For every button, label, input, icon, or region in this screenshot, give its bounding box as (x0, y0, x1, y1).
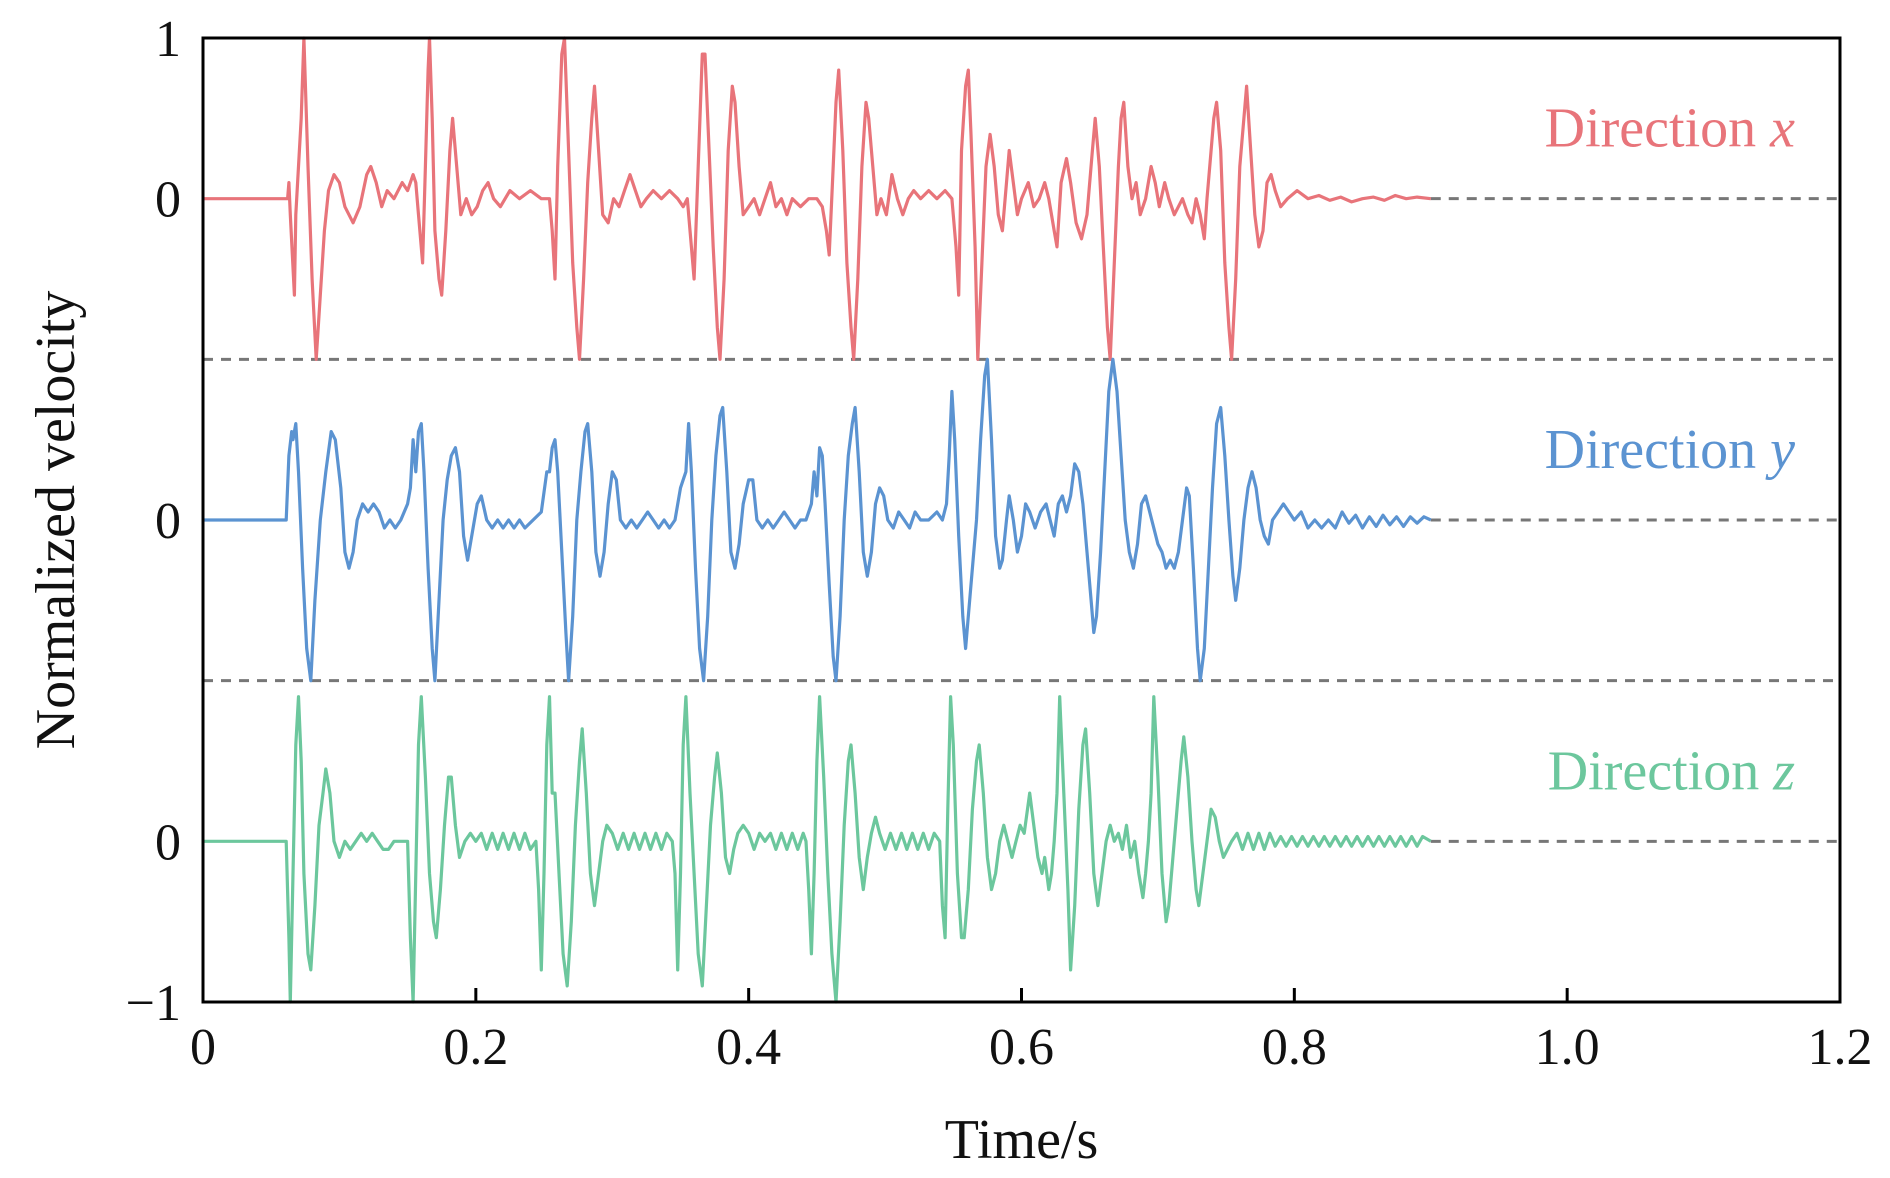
y-tick-label: −1 (126, 975, 181, 1032)
y-axis-title: Normalized velocity (25, 291, 87, 750)
grid-lines (203, 197, 1840, 843)
series-label-y: Direction y (1545, 419, 1795, 481)
y-tick-label: 0 (155, 814, 181, 871)
series-line-y (203, 357, 1432, 683)
x-tick-label: 1.2 (1808, 1019, 1873, 1076)
series-label-text: Direction (1545, 98, 1770, 160)
series-label-z: Direction z (1548, 740, 1795, 802)
series-label-text: Direction (1548, 740, 1773, 802)
series-label-variable: y (1765, 419, 1795, 481)
series-line-z (203, 695, 1432, 1004)
x-tick-label: 0.4 (716, 1019, 781, 1076)
y-tick-label: 0 (155, 493, 181, 550)
x-tick-label: 0.2 (443, 1019, 508, 1076)
y-tick-label: 0 (155, 172, 181, 229)
x-tick-label: 0 (190, 1019, 216, 1076)
series-line-x (203, 36, 1431, 361)
x-axis-title: Time/s (945, 1109, 1099, 1171)
x-tick-label: 1.0 (1535, 1019, 1600, 1076)
series-label-x: Direction x (1545, 98, 1795, 160)
x-tick-label: 0.8 (1262, 1019, 1327, 1076)
series-label-variable: x (1769, 98, 1795, 160)
y-tick-label: 1 (155, 11, 181, 68)
series-label-text: Direction (1545, 419, 1770, 481)
series-label-variable: z (1772, 740, 1795, 802)
x-tick-label: 0.6 (989, 1019, 1054, 1076)
series-traces (203, 36, 1432, 1004)
y-axis-ticks: 1 0 0 0 −1 (126, 11, 181, 1032)
x-axis-ticks: 0 0.2 0.4 0.6 0.8 1.0 1.2 (190, 988, 1873, 1076)
